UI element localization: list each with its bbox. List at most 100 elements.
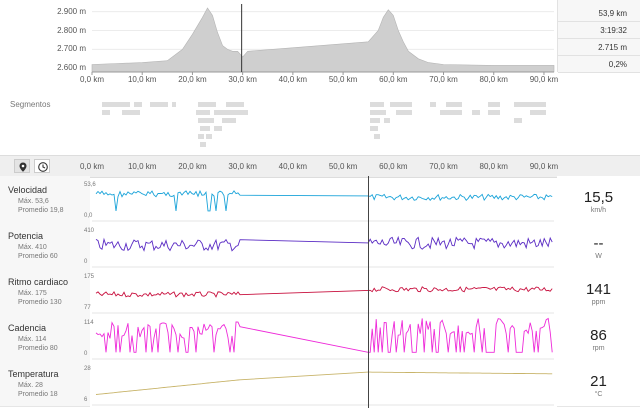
segment-bar[interactable] [384,118,390,123]
metric-value: 141 [585,281,612,298]
metric-value: 15,5 [583,189,614,206]
toolbar-x-tick: 20,0 km [178,162,207,171]
metric-series-line [95,317,553,353]
metric-y-max: 53,6 [84,182,96,188]
segment-bar[interactable] [488,102,500,107]
metric-unit: W [595,253,602,260]
elevation-x-tick: 70,0 km [429,75,458,84]
metric-max: Máx. 175 [18,290,47,297]
segment-bar[interactable] [446,102,462,107]
metric-name: Potencia [8,231,44,241]
summary-distance: 53,9 km [558,6,640,22]
time-cursor[interactable] [368,176,370,408]
segment-bar[interactable] [488,110,500,115]
clock-icon [38,162,48,172]
segment-bar[interactable] [430,102,436,107]
segment-bar[interactable] [390,102,412,107]
elevation-y-tick: 2.800 m [57,25,86,35]
segment-bar[interactable] [472,110,480,115]
elevation-x-tick: 80,0 km [479,75,508,84]
segments-svg[interactable] [0,98,557,148]
metric-current-value: 141 ppm [557,268,640,315]
segment-bar[interactable] [102,110,110,115]
toolbar-x-tick: 90,0 km [529,162,559,171]
metric-avg: Promedio 60 [18,253,58,260]
toolbar-x-tick: 30,0 km [228,162,257,171]
segment-bar[interactable] [214,110,248,115]
segment-bar[interactable] [514,102,546,107]
metric-label-kmh: Velocidad Máx. 53,6 Promedio 19,8 [0,176,90,223]
metric-series-line [95,371,553,395]
elevation-x-tick: 10,0 km [127,75,157,84]
segment-bar[interactable] [214,126,222,131]
metric-y-min: 0 [84,351,88,357]
metric-value: 86 [590,327,607,344]
metric-chart[interactable] [92,360,554,406]
segments-label: Segmentos [10,100,51,109]
toolbar-x-tick: 70,0 km [429,162,458,171]
metric-label-W: Potencia Máx. 410 Promedio 60 [0,222,90,269]
segment-bar[interactable] [150,102,168,107]
segment-bar[interactable] [198,102,216,107]
metric-current-value: 86 rpm [557,314,640,361]
elevation-svg [91,4,555,75]
toolbar-x-tick: 80,0 km [479,162,508,171]
segment-bar[interactable] [370,126,378,131]
elevation-x-tick: 60,0 km [379,75,408,84]
segment-bar[interactable] [198,134,204,139]
segment-bar[interactable] [440,110,462,115]
segment-bar[interactable] [370,110,386,115]
metric-current-value: 21 °C [557,360,640,407]
segment-bar[interactable] [200,126,210,131]
metric-y-min: 6 [84,397,88,403]
elevation-summary: 53,9 km 3:19:32 2.715 m 0,2% [557,0,640,73]
metric-unit: rpm [592,345,605,352]
segment-bar[interactable] [530,110,546,115]
metric-series-line [95,189,553,212]
segment-bar[interactable] [196,110,210,115]
metric-avg: Promedio 80 [18,345,58,352]
metric-name: Temperatura [8,369,59,379]
segment-bar[interactable] [172,102,176,107]
elevation-x-tick: 40,0 km [278,75,308,84]
metric-chart[interactable] [92,222,554,268]
metric-y-max: 175 [84,274,95,280]
clock-button[interactable] [34,159,50,173]
metric-label-C: Temperatura Máx. 28 Promedio 18 [0,360,90,407]
elevation-y-tick: 2.700 m [57,44,86,54]
segment-bar[interactable] [134,102,142,107]
metric-series-line [95,286,553,298]
elevation-chart[interactable]: 2.900 m 2.800 m 2.700 m 2.600 m 0,0 km 10,0 … [0,0,558,88]
metric-name: Ritmo cardiaco [8,277,69,287]
metric-chart[interactable] [92,314,554,360]
metric-current-value: -- W [557,222,640,269]
segment-bar[interactable] [222,118,236,123]
segment-bar[interactable] [198,118,214,123]
metric-chart[interactable] [92,268,554,314]
segment-bar[interactable] [226,102,244,107]
metric-unit: °C [594,391,603,398]
segment-bar[interactable] [370,102,384,107]
map-pin-button[interactable] [14,159,30,173]
elevation-x-tick: 0,0 km [79,75,105,84]
segment-bar[interactable] [200,142,206,147]
segment-bar[interactable] [396,110,412,115]
metric-chart[interactable] [92,176,554,222]
metric-value: 21 [590,373,607,390]
toolbar-x-tick: 10,0 km [127,162,157,171]
toolbar-x-tick: 40,0 km [278,162,308,171]
segment-bar[interactable] [206,134,212,139]
elevation-x-tick: 30,0 km [228,75,257,84]
segment-bar[interactable] [374,134,380,139]
metric-y-min: 0,0 [84,213,93,219]
elevation-x-tick: 50,0 km [328,75,358,84]
segment-bar[interactable] [102,102,130,107]
elevation-y-tick: 2.600 m [57,63,86,73]
metric-avg: Promedio 19,8 [18,207,64,214]
segment-bar[interactable] [514,118,522,123]
metric-y-min: 0 [84,259,88,265]
metric-series-line [95,235,553,252]
metric-max: Máx. 28 [18,382,43,389]
segment-bar[interactable] [370,118,380,123]
segment-bar[interactable] [122,110,140,115]
